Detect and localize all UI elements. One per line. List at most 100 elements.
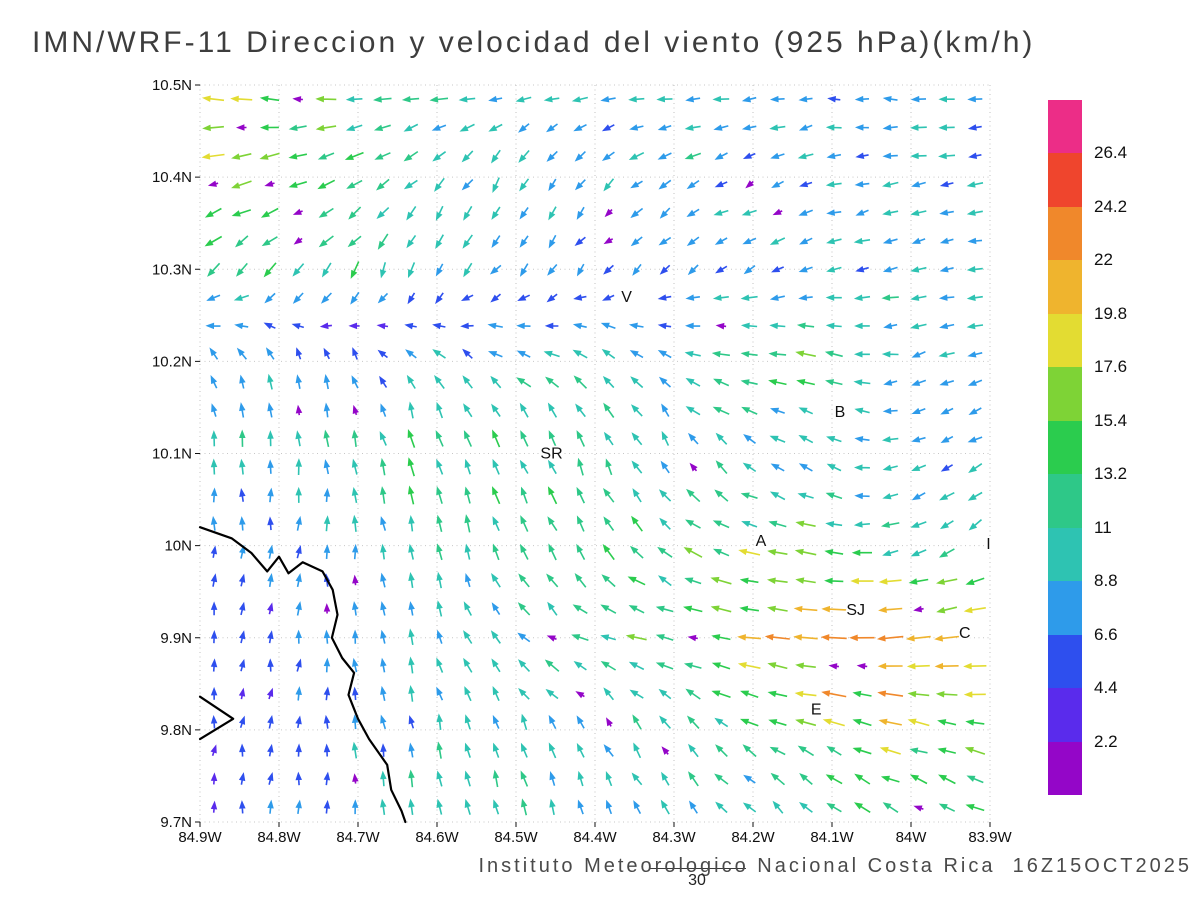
wind-arrow xyxy=(406,234,417,249)
wind-arrow xyxy=(658,179,672,190)
wind-arrow xyxy=(239,458,246,475)
wind-arrow xyxy=(352,404,359,416)
y-tick-label: 10.1N xyxy=(152,446,192,463)
wind-arrow xyxy=(267,544,274,559)
wind-arrow xyxy=(263,322,276,330)
wind-arrow xyxy=(769,435,786,443)
wind-arrow xyxy=(235,124,247,131)
wind-arrow xyxy=(628,322,644,330)
wind-arrow xyxy=(713,378,730,387)
wind-arrow xyxy=(603,264,614,275)
wind-arrow xyxy=(352,574,359,586)
wind-arrow xyxy=(231,180,252,189)
wind-arrow xyxy=(518,149,530,163)
wind-arrow xyxy=(295,347,303,360)
wind-arrow xyxy=(546,150,558,162)
wind-arrow xyxy=(345,95,363,103)
wind-arrow xyxy=(629,350,644,359)
wind-arrow xyxy=(769,294,785,301)
wind-arrow xyxy=(407,292,416,305)
wind-arrow xyxy=(881,294,899,301)
wind-arrow xyxy=(239,544,246,559)
wind-arrow xyxy=(939,322,955,330)
colorbar-band xyxy=(1048,474,1082,528)
wind-arrow xyxy=(519,263,529,277)
wind-arrow xyxy=(966,322,984,330)
colorbar-tick-label: 8.8 xyxy=(1094,571,1118,591)
wind-arrow xyxy=(710,605,732,613)
wind-arrow xyxy=(492,486,501,505)
wind-arrow xyxy=(260,207,279,218)
wind-arrow xyxy=(712,520,730,529)
wind-arrow xyxy=(408,601,415,616)
wind-arrow xyxy=(231,209,252,217)
wind-arrow xyxy=(738,548,761,556)
wind-arrow xyxy=(689,462,698,472)
wind-arrow xyxy=(431,124,447,131)
wind-arrow xyxy=(940,407,954,415)
wind-arrow xyxy=(238,573,246,587)
wind-arrow xyxy=(489,264,502,275)
wind-arrow xyxy=(715,744,728,757)
wind-arrow xyxy=(435,234,444,250)
wind-arrow xyxy=(600,96,616,103)
wind-arrow xyxy=(548,206,557,221)
wind-arrow xyxy=(487,351,503,358)
wind-arrow xyxy=(267,630,274,644)
wind-arrow xyxy=(852,747,872,755)
wind-arrow xyxy=(911,181,926,188)
wind-arrow xyxy=(295,430,302,447)
x-tick-label: 84.4W xyxy=(573,829,617,846)
wind-arrow xyxy=(406,205,417,221)
wind-arrow xyxy=(238,772,246,785)
wind-arrow xyxy=(573,294,587,301)
wind-arrow xyxy=(516,377,532,388)
wind-arrow xyxy=(877,690,904,697)
wind-arrow xyxy=(295,374,302,389)
station-label-a: A xyxy=(756,533,767,550)
wind-arrow xyxy=(380,798,387,816)
wind-arrow xyxy=(967,491,983,501)
wind-arrow xyxy=(461,150,474,163)
wind-arrow xyxy=(938,124,955,131)
wind-arrow xyxy=(380,743,387,757)
wind-arrow xyxy=(632,714,642,730)
wind-arrow xyxy=(910,95,927,103)
wind-arrow xyxy=(856,663,868,670)
wind-arrow xyxy=(323,429,330,448)
wind-arrow xyxy=(715,460,728,475)
x-tick-label: 84.9W xyxy=(178,829,222,846)
wind-arrow xyxy=(436,798,443,815)
wind-arrow xyxy=(715,801,728,814)
wind-arrow xyxy=(655,605,674,613)
wind-arrow xyxy=(824,549,844,556)
wind-arrow xyxy=(572,604,588,614)
wind-arrow xyxy=(740,690,759,698)
wind-arrow xyxy=(826,745,842,756)
wind-arrow xyxy=(877,662,903,670)
station-label-sj: SJ xyxy=(846,602,865,619)
wind-arrow xyxy=(967,237,983,245)
wind-arrow xyxy=(546,573,559,588)
colorbar-band xyxy=(1048,527,1082,582)
wind-arrow xyxy=(577,770,584,787)
y-tick-label: 10.3N xyxy=(152,261,192,278)
wind-arrow xyxy=(267,459,274,474)
colorbar-band xyxy=(1048,420,1082,475)
wind-arrow xyxy=(434,375,445,389)
wind-arrow xyxy=(380,601,387,616)
x-tick-label: 83.9W xyxy=(968,829,1012,846)
wind-arrow xyxy=(259,95,280,103)
wind-arrow xyxy=(769,237,786,245)
wind-arrow xyxy=(967,351,983,358)
wind-arrow xyxy=(910,521,927,528)
wind-arrow xyxy=(543,350,560,358)
wind-arrow xyxy=(769,407,785,414)
wind-arrow xyxy=(795,718,817,727)
wind-arrow xyxy=(882,493,899,500)
wind-arrow xyxy=(267,799,274,814)
wind-arrow xyxy=(711,690,731,699)
wind-arrow xyxy=(880,775,900,783)
wind-arrow xyxy=(408,684,415,702)
wind-arrow xyxy=(210,573,218,587)
